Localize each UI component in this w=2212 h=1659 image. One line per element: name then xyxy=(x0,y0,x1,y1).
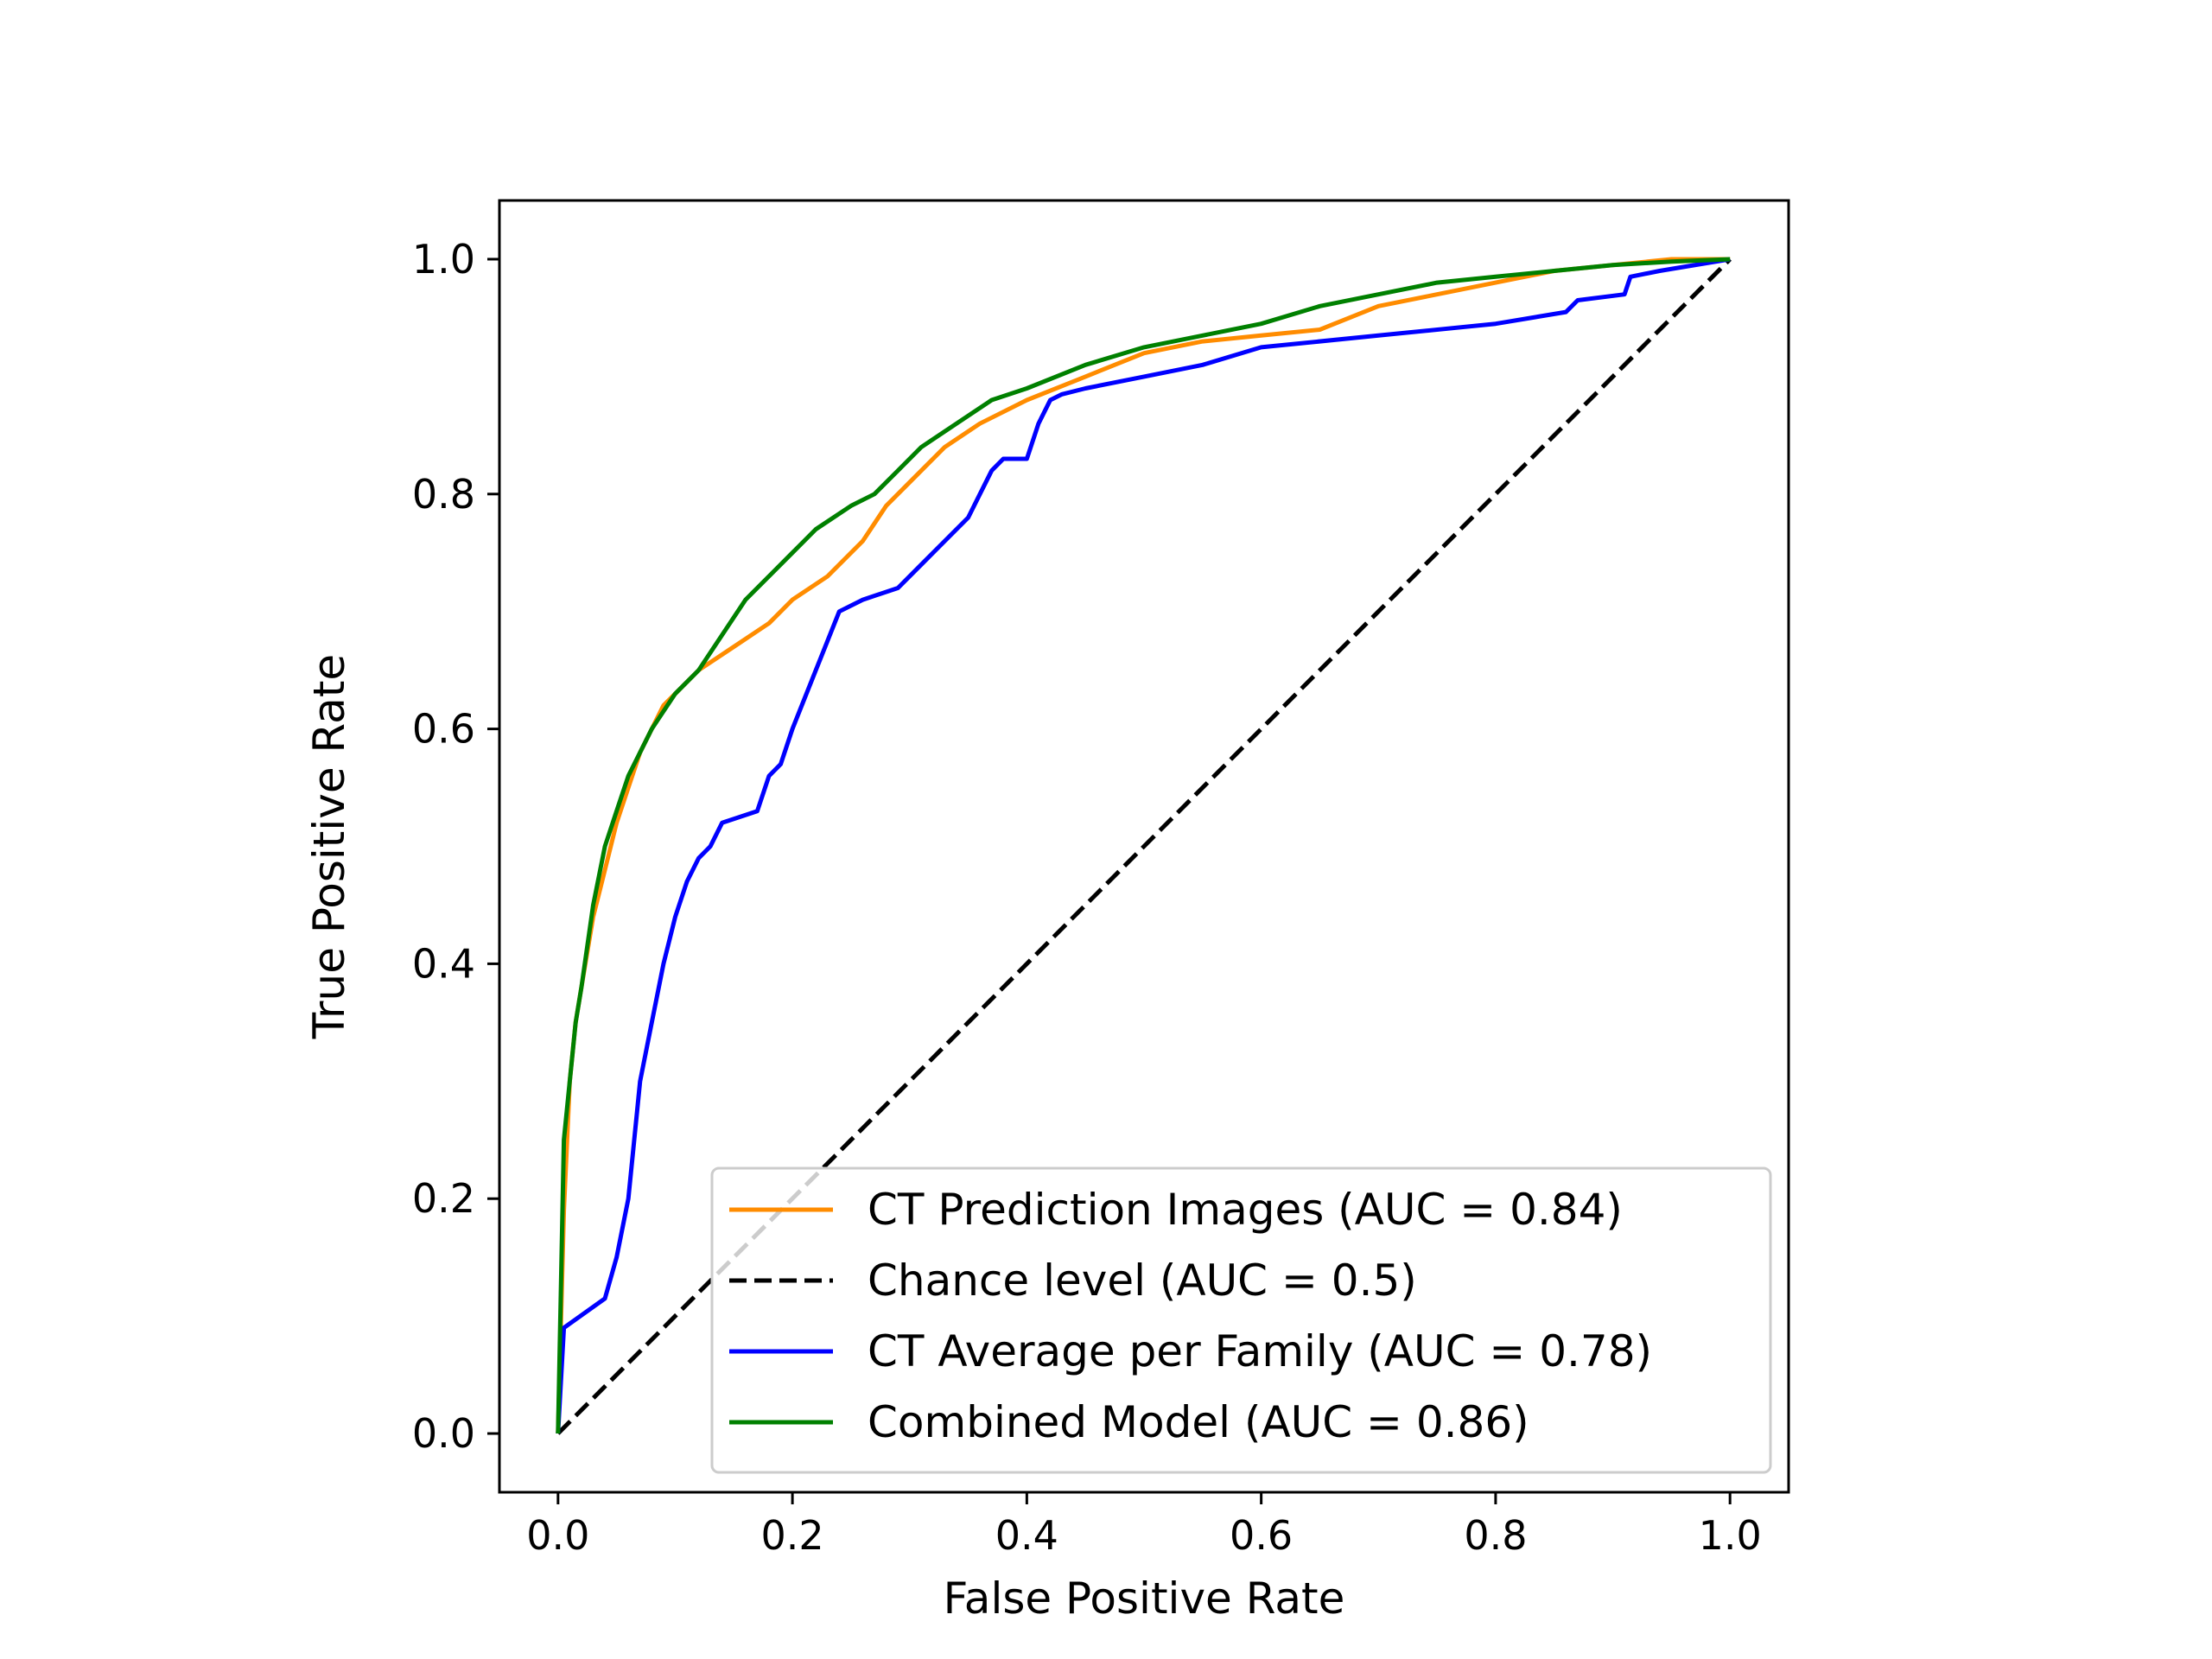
y-tick-label: 1.0 xyxy=(412,236,475,283)
y-axis-label: True Positive Rate xyxy=(304,654,354,1039)
x-tick-label: 0.6 xyxy=(1230,1512,1293,1559)
legend-label-combined-model: Combined Model (AUC = 0.86) xyxy=(868,1397,1529,1447)
legend-label-chance-level: Chance level (AUC = 0.5) xyxy=(868,1255,1417,1306)
y-tick-label: 0.6 xyxy=(412,706,475,753)
x-tick-label: 0.4 xyxy=(995,1512,1058,1559)
legend-label-ct-average-per-family: CT Average per Family (AUC = 0.78) xyxy=(868,1326,1652,1376)
y-tick-label: 0.8 xyxy=(412,471,475,518)
series-line-combined-model xyxy=(556,257,1731,1434)
x-axis-label: False Positive Rate xyxy=(944,1573,1345,1624)
x-tick-label: 0.8 xyxy=(1464,1512,1527,1559)
x-tick-label: 1.0 xyxy=(1699,1512,1762,1559)
x-tick-label: 0.0 xyxy=(526,1512,589,1559)
legend-label-ct-prediction-images: CT Prediction Images (AUC = 0.84) xyxy=(868,1185,1623,1235)
y-tick-label: 0.2 xyxy=(412,1175,475,1222)
axes-frame xyxy=(498,199,1790,1494)
ticks-layer: 0.0 0.2 0.4 0.6 0.8 1.0 0.0 0.2 0.4 0.6 0.8 1.0 xyxy=(412,236,1762,1559)
series-line-ct-average-per-family xyxy=(556,257,1731,1434)
series-line-ct-prediction-images xyxy=(556,257,1731,1434)
y-tick-label: 0.0 xyxy=(412,1410,475,1457)
legend-box xyxy=(710,1166,1772,1474)
legend: CT Prediction Images (AUC = 0.84) Chance … xyxy=(710,1166,1772,1474)
x-tick-label: 0.2 xyxy=(761,1512,824,1559)
y-tick-label: 0.4 xyxy=(412,940,475,987)
